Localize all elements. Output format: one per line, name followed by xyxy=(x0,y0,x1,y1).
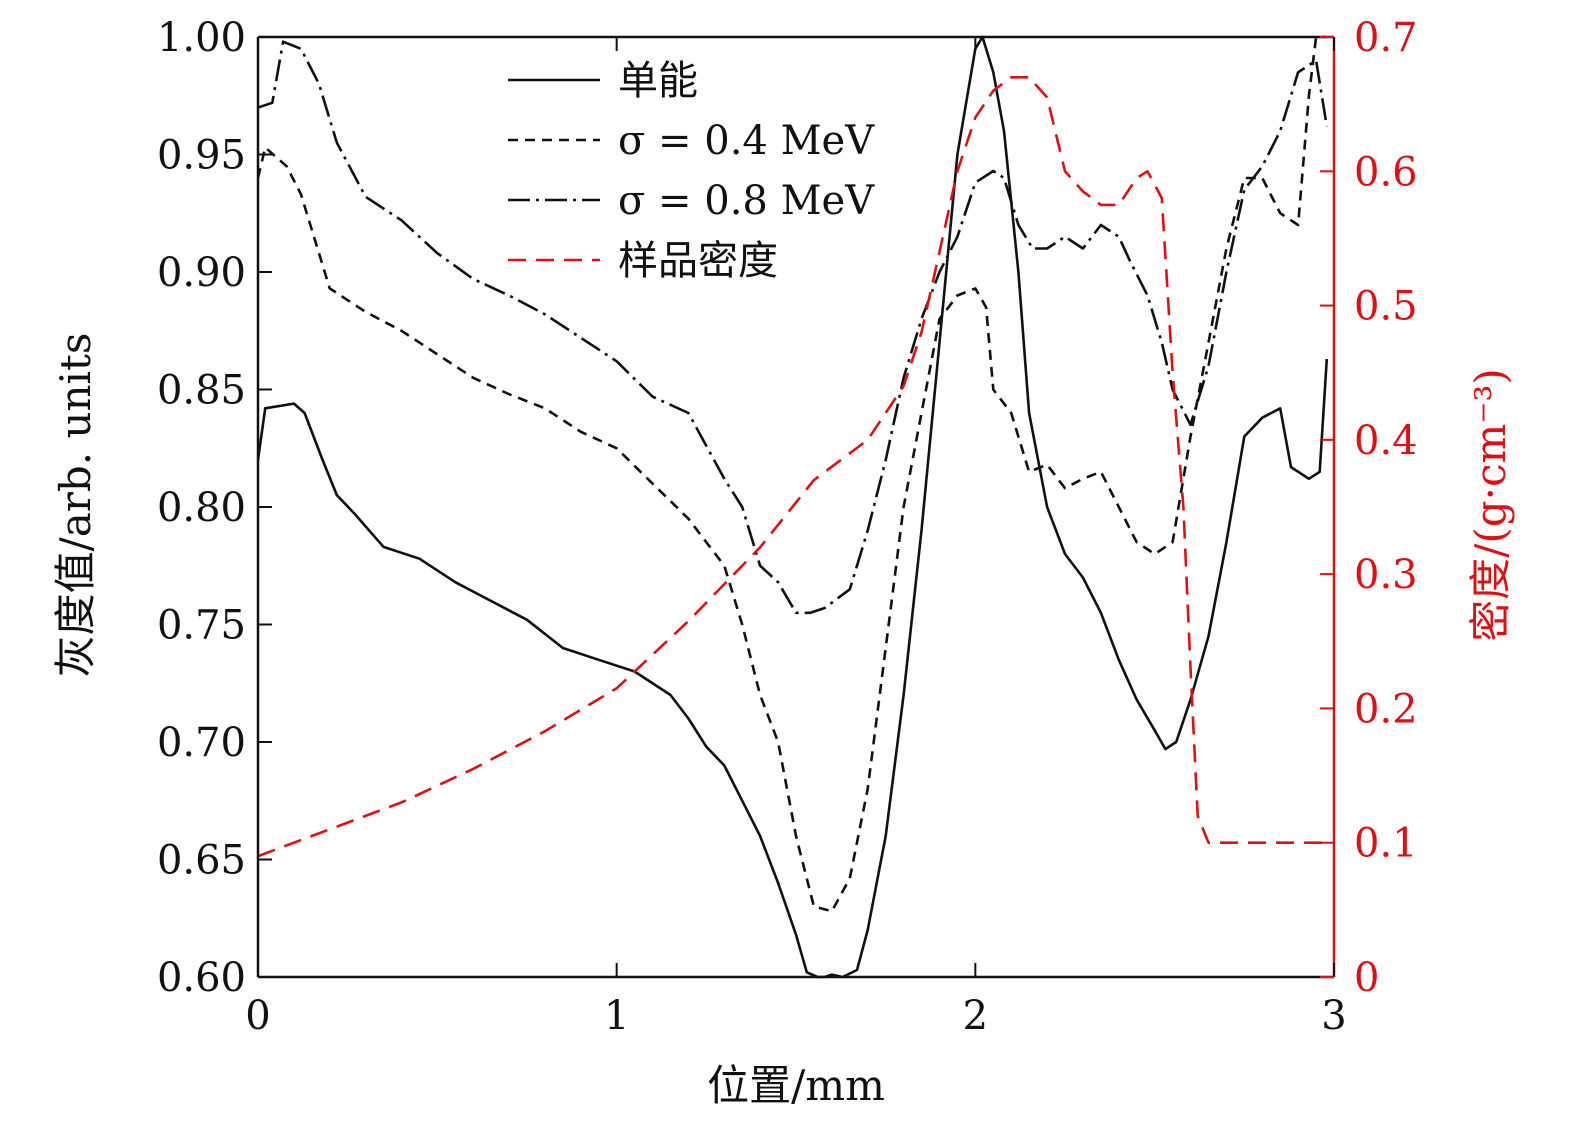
y2-tick-label: 0.5 xyxy=(1354,284,1418,330)
x-tick-label: 1 xyxy=(604,993,629,1039)
legend-label-2: σ = 0.8 MeV xyxy=(618,178,875,224)
series-line-1 xyxy=(258,35,1327,913)
y2-tick-label: 0.7 xyxy=(1354,15,1418,61)
y-tick-label: 0.80 xyxy=(157,485,246,531)
y-tick-label: 0.90 xyxy=(157,250,246,296)
legend-label-3: 样品密度 xyxy=(618,238,778,284)
y-tick-label: 0.75 xyxy=(157,603,246,649)
x-tick-label: 2 xyxy=(963,993,988,1039)
axes: 0 1 2 30.600.650.700.750.800.850.900.951.00… xyxy=(157,15,1418,1039)
y2-tick-label: 0.1 xyxy=(1354,821,1418,867)
y2-tick-label: 0.2 xyxy=(1354,686,1418,732)
y-tick-label: 0.60 xyxy=(157,955,246,1001)
y2-tick-label: 0.4 xyxy=(1354,418,1418,464)
x-tick-label: 3 xyxy=(1321,993,1346,1039)
series-line-3 xyxy=(258,76,1327,858)
y-tick-label: 1.00 xyxy=(157,15,246,61)
legend-label-1: σ = 0.4 MeV xyxy=(618,118,875,164)
y2-tick-label: 0.6 xyxy=(1354,149,1418,195)
y-tick-label: 0.65 xyxy=(157,838,246,884)
y-axis-title: 灰度值/arb. units xyxy=(51,333,100,678)
y-tick-label: 0.95 xyxy=(157,133,246,179)
y-tick-label: 0.85 xyxy=(157,368,246,414)
x-tick-label: 0 xyxy=(245,993,270,1039)
series-line-0 xyxy=(258,35,1329,979)
y2-tick-label: 0.3 xyxy=(1354,552,1418,598)
y2-tick-label: 0 xyxy=(1354,955,1379,1001)
y2-axis-title: 密度/(g·cm⁻³) xyxy=(1466,368,1515,642)
legend: 单能 σ = 0.4 MeV σ = 0.8 MeV 样品密度 xyxy=(508,58,875,284)
x-axis-title: 位置/mm xyxy=(707,1061,885,1110)
y-tick-label: 0.70 xyxy=(157,720,246,766)
legend-label-0: 单能 xyxy=(618,58,698,104)
plot-area xyxy=(258,35,1329,979)
series-line-2 xyxy=(258,40,1329,615)
